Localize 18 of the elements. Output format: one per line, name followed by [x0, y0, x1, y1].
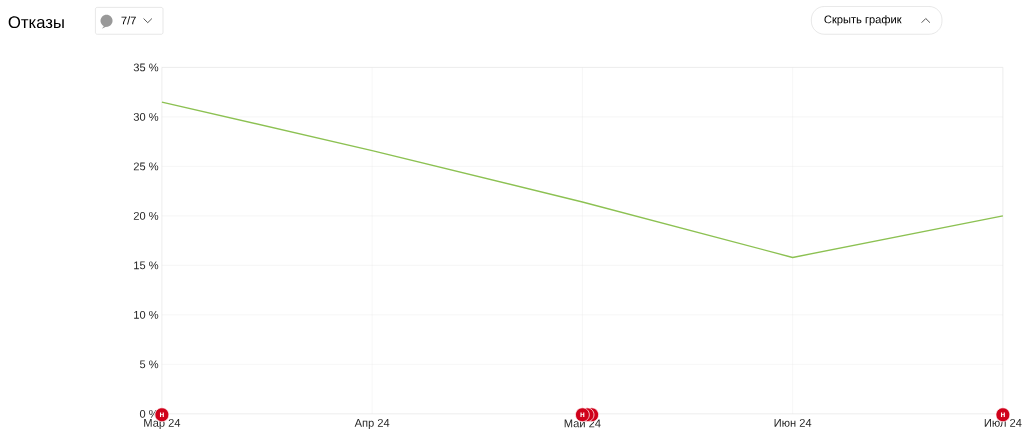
- annotation: н: [580, 412, 585, 418]
- y-tick-label: 20 %: [133, 212, 159, 221]
- x-tick-label: Июл 24: [984, 419, 1022, 428]
- x-tick-label: Июн 24: [774, 419, 812, 428]
- y-tick-label: 35 %: [133, 63, 159, 72]
- line-series: [161, 101, 1004, 259]
- y-tick-label: 10 %: [134, 311, 159, 320]
- y-tick-label: 25 %: [133, 162, 159, 171]
- y-tick-label: 15 %: [134, 261, 159, 270]
- y-tick-label: 30 %: [133, 113, 159, 122]
- x-tick-label: Мар 24: [144, 419, 181, 430]
- x-tick-label: Апр 24: [354, 419, 390, 430]
- chart-title: Отказы: [8, 16, 64, 29]
- text: Скрыть график: [824, 15, 902, 26]
- annotation: н: [159, 412, 164, 418]
- annotation: н: [1000, 412, 1005, 418]
- y-tick-label: 5 %: [139, 360, 159, 369]
- text: 7/7: [121, 16, 136, 25]
